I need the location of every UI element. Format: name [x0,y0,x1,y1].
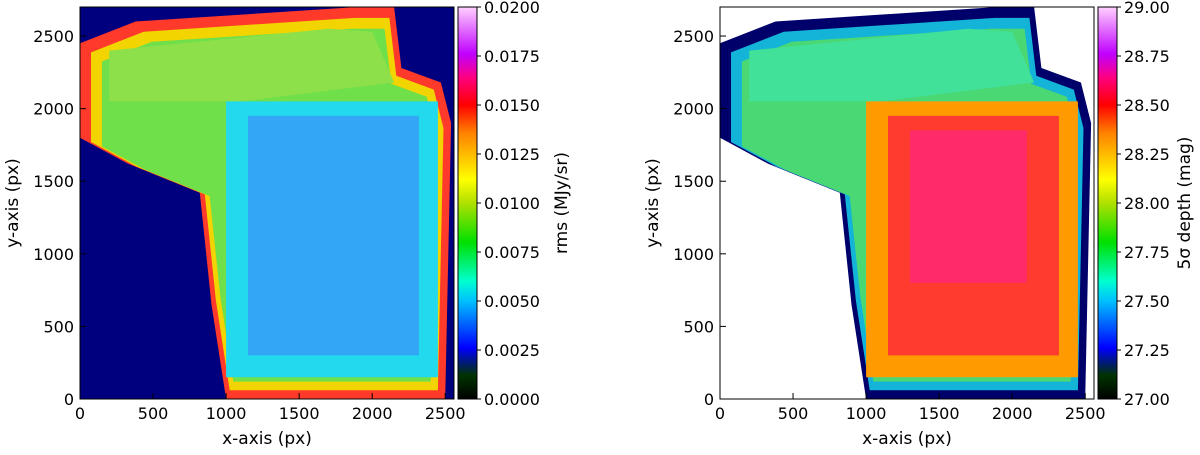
plot-frame [719,6,1095,400]
colorbar-tick-label: 27.75 [1124,243,1170,262]
x-tick-label: 2500 [1065,404,1106,423]
x-tick-label: 1500 [919,404,960,423]
y-tick-label: 2000 [673,100,714,119]
colorbar-ticks: 0.0000 0.0025 0.0050 0.0075 0.0100 0.0125 0.01… [477,0,540,409]
y-tick-label: 1000 [673,245,714,264]
depth-panel: 0 500 1000 1500 2000 2500 0 500 1000 1500 2000 250… [643,0,1195,449]
x-axis-ticks: 0 500 1000 1500 2000 2500 [715,393,1106,423]
x-tick-label: 1000 [846,404,887,423]
x-tick-label: 0 [75,404,85,423]
y-axis-label: y-axis (px) [643,158,663,247]
x-axis-label: x-axis (px) [862,429,952,449]
colorbar-tick-label: 0.0075 [484,243,540,262]
deepest-region [909,130,1027,283]
colorbar-tick-label: 0.0025 [484,341,540,360]
x-tick-label: 2000 [992,404,1033,423]
x-tick-label: 0 [715,404,725,423]
colorbar-tick-label: 28.25 [1124,145,1170,164]
colorbar-tick-label: 28.00 [1124,194,1170,213]
y-axis-ticks: 0 500 1000 1500 2000 2500 [33,27,86,409]
y-tick-label: 2500 [33,27,74,46]
x-tick-label: 500 [138,404,169,423]
y-tick-label: 2000 [33,100,74,119]
colorbar [1097,6,1118,400]
x-tick-label: 2000 [352,404,393,423]
colorbar-ticks: 27.00 27.25 27.50 27.75 28.00 28.25 28.50 28.75… [1117,0,1170,409]
y-axis-ticks: 0 500 1000 1500 2000 2500 [673,27,726,409]
colorbar-tick-label: 0.0125 [484,145,540,164]
x-tick-label: 1000 [206,404,247,423]
x-tick-label: 500 [778,404,809,423]
upper-field-region [749,28,1035,102]
y-tick-label: 2500 [673,27,714,46]
y-tick-label: 1500 [33,172,74,191]
colorbar-tick-label: 0.0175 [484,47,540,66]
colorbar-tick-label: 0.0000 [484,390,540,409]
x-tick-label: 1500 [279,404,320,423]
y-axis-label: y-axis (px) [3,158,23,247]
y-tick-label: 500 [683,317,714,336]
colorbar-tick-label: 0.0150 [484,96,540,115]
colorbar-tick-label: 27.00 [1124,390,1170,409]
colorbar-tick-label: 29.00 [1124,0,1170,17]
upper-field-region [109,28,395,102]
colorbar-tick-label: 27.50 [1124,292,1170,311]
y-tick-label: 500 [43,317,74,336]
y-tick-label: 0 [64,390,74,409]
plot-frame [79,6,455,400]
colorbar-label: rms (MJy/sr) [552,152,572,254]
colorbar-label: 5σ depth (mag) [1175,137,1195,270]
rms-map [80,7,452,399]
rms-panel: 0 500 1000 1500 2000 2500 0 500 1000 1500 2000 250… [3,0,572,449]
colorbar [457,6,478,400]
x-axis-ticks: 0 500 1000 1500 2000 2500 [75,393,466,423]
colorbar-tick-label: 0.0200 [484,0,540,17]
colorbar-tick-label: 28.50 [1124,96,1170,115]
colorbar-tick-label: 28.75 [1124,47,1170,66]
y-tick-label: 1500 [673,172,714,191]
depth-map [720,7,1092,399]
colorbar-tick-label: 0.0050 [484,292,540,311]
y-tick-label: 1000 [33,245,74,264]
x-tick-label: 2500 [425,404,466,423]
x-axis-label: x-axis (px) [222,429,312,449]
y-tick-label: 0 [704,390,714,409]
colorbar-tick-label: 27.25 [1124,341,1170,360]
deep-field-region [248,115,419,356]
colorbar-tick-label: 0.0100 [484,194,540,213]
